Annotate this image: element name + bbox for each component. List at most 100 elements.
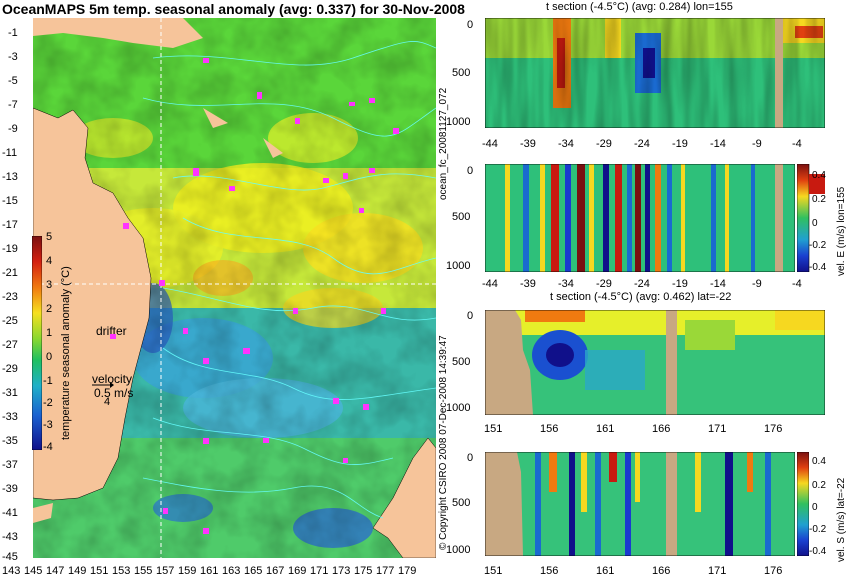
p4-y-tick: 1000: [446, 544, 471, 556]
p4-cb-tick: -0.4: [809, 546, 827, 557]
colorbar-tick: -1: [43, 375, 53, 387]
velocity-value: 0.5 m/s: [94, 386, 134, 400]
p2-cb-tick: 0: [812, 218, 818, 229]
lat-tick: -27: [2, 339, 18, 351]
lon-tick: 179: [398, 565, 417, 577]
p1-x-tick: -44: [482, 138, 498, 150]
colorbar-tick: 5: [46, 231, 53, 243]
p4-cb-tick: 0.4: [812, 456, 826, 467]
lon-tick: 151: [90, 565, 109, 577]
p3-y-tick: 500: [452, 356, 471, 368]
lat-tick: -33: [2, 411, 18, 423]
drifter-marker: [110, 334, 116, 339]
p3-x-tick: 171: [708, 423, 727, 435]
p3-x-tick: 156: [540, 423, 559, 435]
p1-x-tick: -19: [672, 138, 688, 150]
lat-tick: -11: [2, 147, 18, 159]
lon-tick: 147: [46, 565, 65, 577]
p4-x-tick: 156: [540, 565, 559, 577]
lon-tick: 173: [332, 565, 351, 577]
lat-tick: -39: [2, 483, 18, 495]
panel1-title: t section (-4.5°C) (avg: 0.284) lon=155: [546, 1, 733, 13]
lon-tick: 167: [266, 565, 285, 577]
p4-x-tick: 176: [764, 565, 783, 577]
lat-tick: -19: [2, 243, 18, 255]
lon-tick: 177: [376, 565, 395, 577]
colorbar-tick: -2: [43, 397, 53, 409]
lat-tick: -9: [8, 123, 18, 135]
lat-tick: -1: [8, 27, 18, 39]
lon-tick: 163: [222, 565, 241, 577]
velocity-arrow-icon: [92, 382, 114, 388]
p2-x-tick: -19: [672, 278, 688, 290]
p3-y-tick: 0: [467, 310, 474, 322]
map-lon-axis: 143 145 147 149 151 153 155 157 159 161 …: [0, 566, 440, 580]
p4-y-tick: 0: [467, 452, 474, 464]
p4-x-tick: 161: [596, 565, 615, 577]
panel1-section: [485, 18, 825, 128]
p4-y-tick: 500: [452, 497, 471, 509]
map-title: OceanMAPS 5m temp. seasonal anomaly (avg…: [2, 1, 465, 17]
lat-tick: -29: [2, 363, 18, 375]
lat-tick: -43: [2, 531, 18, 543]
panel3-section: [485, 310, 825, 415]
p4-x-tick: 166: [652, 565, 671, 577]
colorbar-tick: -4: [43, 441, 53, 453]
p1-x-tick: -34: [558, 138, 574, 150]
lon-tick: 159: [178, 565, 197, 577]
p2-x-tick: -14: [710, 278, 726, 290]
lat-tick: -21: [2, 267, 18, 279]
p1-x-tick: -4: [792, 138, 802, 150]
p4-x-tick: 171: [708, 565, 727, 577]
velocity-label: velocity: [92, 372, 133, 386]
map-colorbar: [32, 236, 42, 450]
lon-tick: 171: [310, 565, 329, 577]
p2-cb-label: vel. E (m/s) lon=155: [836, 186, 847, 276]
p2-x-tick: -39: [520, 278, 536, 290]
lon-tick: 149: [68, 565, 87, 577]
p2-y-tick: 500: [452, 211, 471, 223]
p2-y-tick: 1000: [446, 260, 471, 272]
copyright-label: © Copyright CSIRO 2008 07-Dec-2008 14:39…: [438, 335, 449, 550]
p1-x-tick: -29: [596, 138, 612, 150]
p4-x-tick: 151: [484, 565, 503, 577]
p2-x-tick: -29: [596, 278, 612, 290]
p3-x-tick: 166: [652, 423, 671, 435]
velocity-scale: 4: [104, 396, 111, 408]
p2-cb-tick: 0.2: [812, 194, 826, 205]
lat-tick: -5: [8, 75, 18, 87]
lat-tick: -25: [2, 315, 18, 327]
colorbar-label: temperature seasonal anomaly (°C): [60, 266, 72, 440]
p1-x-tick: -39: [520, 138, 536, 150]
p4-cb-tick: -0.2: [809, 524, 827, 535]
lat-tick: -37: [2, 459, 18, 471]
panel3-title: t section (-4.5°C) (avg: 0.462) lat=-22: [550, 291, 732, 303]
panel2-section: [485, 164, 795, 272]
lon-tick: 145: [24, 565, 43, 577]
colorbar-tick: 3: [46, 279, 53, 291]
p4-cb-tick: 0.2: [812, 480, 826, 491]
colorbar-tick: 4: [46, 255, 53, 267]
lat-tick: -41: [2, 507, 18, 519]
p2-x-tick: -44: [482, 278, 498, 290]
lat-tick: -3: [8, 51, 18, 63]
colorbar-tick: -3: [43, 419, 53, 431]
p1-y-tick: 1000: [446, 116, 471, 128]
lat-tick: -23: [2, 291, 18, 303]
lon-tick: 143: [2, 565, 21, 577]
p2-cb-tick: 0.4: [812, 170, 826, 181]
p1-x-tick: -24: [634, 138, 650, 150]
p2-cb-tick: -0.2: [809, 240, 827, 251]
lat-tick: -31: [2, 387, 18, 399]
p1-x-tick: -14: [710, 138, 726, 150]
p3-x-tick: 151: [484, 423, 503, 435]
drifter-label: drifter: [96, 324, 127, 338]
p2-y-tick: 0: [467, 165, 474, 177]
colorbar-tick: 0: [46, 351, 53, 363]
colorbar-tick: 1: [46, 327, 53, 339]
lon-tick: 169: [288, 565, 307, 577]
lat-tick: -17: [2, 219, 18, 231]
lat-tick: -13: [2, 171, 18, 183]
lon-tick: 153: [112, 565, 131, 577]
p1-y-tick: 0: [467, 19, 474, 31]
